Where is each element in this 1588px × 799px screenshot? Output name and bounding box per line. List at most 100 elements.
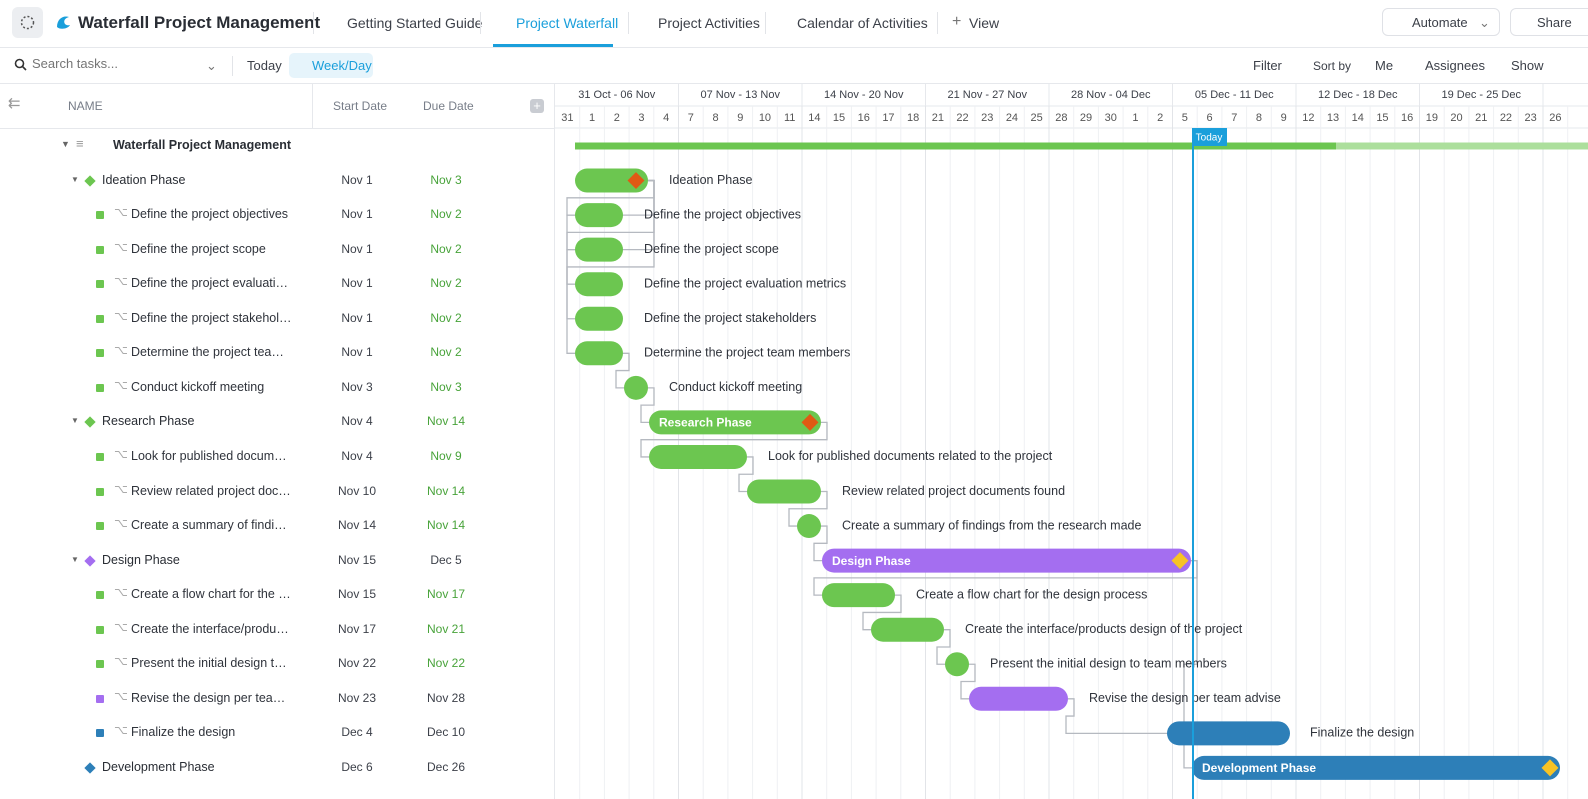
due-date: Nov 2 (430, 345, 462, 360)
name[interactable]: Development Phase (102, 759, 215, 774)
due-date: Nov 9 (430, 448, 462, 463)
view-button[interactable]: View (969, 15, 1000, 31)
name[interactable]: Determine the project team members (131, 345, 293, 360)
name[interactable]: Look for published documents related to … (131, 448, 293, 463)
add-column[interactable]: + (530, 99, 544, 113)
caret[interactable]: ▼ (71, 554, 79, 564)
caret[interactable]: ▼ (71, 174, 79, 184)
start-date: Dec 4 (341, 725, 373, 740)
due-date: Nov 28 (426, 690, 466, 705)
today-button[interactable]: Today (247, 58, 282, 73)
start-date: Nov 22 (337, 656, 377, 671)
me-button[interactable]: Me (1375, 58, 1394, 73)
day-label: 24 (1006, 112, 1018, 124)
status-square (96, 349, 104, 358)
name[interactable]: Waterfall Project Management (113, 138, 292, 152)
tab[interactable]: Calendar of Activities (797, 15, 928, 31)
start-date: Nov 3 (341, 379, 373, 394)
start-date: Nov 1 (341, 276, 373, 291)
due-date: Nov 21 (426, 621, 466, 636)
day-label: 23 (981, 112, 993, 124)
name[interactable]: Finalize the design (131, 725, 236, 740)
space-icon[interactable] (12, 7, 43, 38)
name[interactable]: Present the initial design to team membe… (131, 656, 293, 671)
week-label: 31 Oct - 06 Nov (578, 89, 656, 101)
name[interactable]: Conduct kickoff meeting (131, 379, 265, 394)
day-label: 19 (1426, 112, 1438, 124)
due-date: Nov 3 (430, 379, 462, 394)
show-button[interactable]: Show (1511, 58, 1544, 73)
tab[interactable]: Getting Started Guide (347, 15, 483, 31)
start-date: Nov 10 (337, 483, 377, 498)
subtask-icon: ⌥ (114, 516, 128, 531)
bar-label: Review related project documents found (842, 484, 1065, 498)
dependency-line (788, 490, 828, 527)
column-header: Due Date (423, 99, 474, 113)
day-label: 16 (858, 112, 870, 124)
name[interactable]: Ideation Phase (102, 172, 186, 187)
search-icon (14, 58, 27, 71)
milestone-diamond (1541, 759, 1559, 777)
week-label: 14 Nov - 20 Nov (824, 89, 904, 101)
due-date: Dec 10 (426, 725, 466, 740)
day-label: 15 (1376, 112, 1388, 124)
bar-label: Create a summary of findings from the re… (842, 518, 1141, 532)
bar-label: Create the interface/products design of … (965, 622, 1243, 636)
name[interactable]: Research Phase (102, 414, 195, 429)
tab[interactable]: Project Waterfall (516, 15, 619, 31)
assignees-button[interactable]: Assignees (1425, 58, 1485, 73)
task-bar (575, 237, 623, 262)
dependency-line (615, 352, 630, 389)
dependency-line (566, 179, 655, 354)
phase-bar (575, 168, 648, 193)
day-label: 26 (1549, 112, 1561, 124)
caret[interactable]: ▼ (61, 139, 70, 149)
today-label: Today (1196, 133, 1223, 144)
bar-label: Look for published documents related to … (768, 449, 1053, 463)
week-day-button[interactable] (289, 53, 373, 78)
day-label: 14 (1352, 112, 1364, 124)
name[interactable]: Review related project documents found (131, 483, 293, 498)
day-label: 2 (614, 112, 620, 124)
start-date: Nov 1 (341, 207, 373, 222)
name[interactable]: Create a flow chart for the design proce… (131, 587, 293, 602)
status-square (96, 245, 104, 254)
caret[interactable]: ▼ (71, 416, 79, 426)
name[interactable]: Revise the design per team advise (131, 690, 293, 705)
start-date: Nov 4 (341, 414, 373, 429)
week-label: 19 Dec - 25 Dec (1442, 89, 1522, 101)
column-header: NAME (68, 99, 103, 113)
start-date: Nov 14 (337, 518, 377, 533)
list-icon: ≡ (76, 136, 84, 151)
name[interactable]: Define the project stakeholders (131, 310, 293, 325)
sort-button[interactable]: Sort by (1313, 59, 1352, 73)
bar-label: Determine the project team members (644, 346, 850, 360)
search-input[interactable] (30, 55, 204, 72)
phase-bar (649, 410, 821, 435)
day-label: 4 (663, 112, 669, 124)
day-label: 12 (1302, 112, 1314, 124)
day-label: 11 (784, 112, 795, 124)
name[interactable]: Create a summary of findings from the re… (131, 518, 293, 533)
due-date: Nov 2 (430, 207, 462, 222)
automate-button[interactable]: Automate ⌄ (1382, 8, 1500, 36)
tab[interactable]: Project Activities (658, 15, 760, 31)
day-label: 14 (808, 112, 820, 124)
task-bar (575, 203, 623, 228)
start-date: Nov 15 (337, 552, 377, 567)
name[interactable]: Create the interface/products design of … (131, 621, 293, 636)
day-label: 18 (907, 112, 919, 124)
name[interactable]: Define the project evaluation metrics (131, 276, 293, 291)
day-label: 29 (1080, 112, 1092, 124)
week-label: 05 Dec - 11 Dec (1195, 89, 1274, 101)
name[interactable]: Design Phase (102, 552, 180, 567)
name[interactable]: Define the project scope (131, 241, 266, 256)
name[interactable]: Define the project objectives (131, 207, 289, 222)
share-button[interactable]: Share (1510, 8, 1588, 36)
task-bar (871, 617, 944, 642)
filter-button[interactable]: Filter (1253, 58, 1282, 73)
start-date: Dec 6 (341, 759, 373, 774)
collapse-icon[interactable]: ⇇ (8, 95, 21, 112)
day-label: 25 (1031, 112, 1043, 124)
status-square (96, 383, 104, 392)
